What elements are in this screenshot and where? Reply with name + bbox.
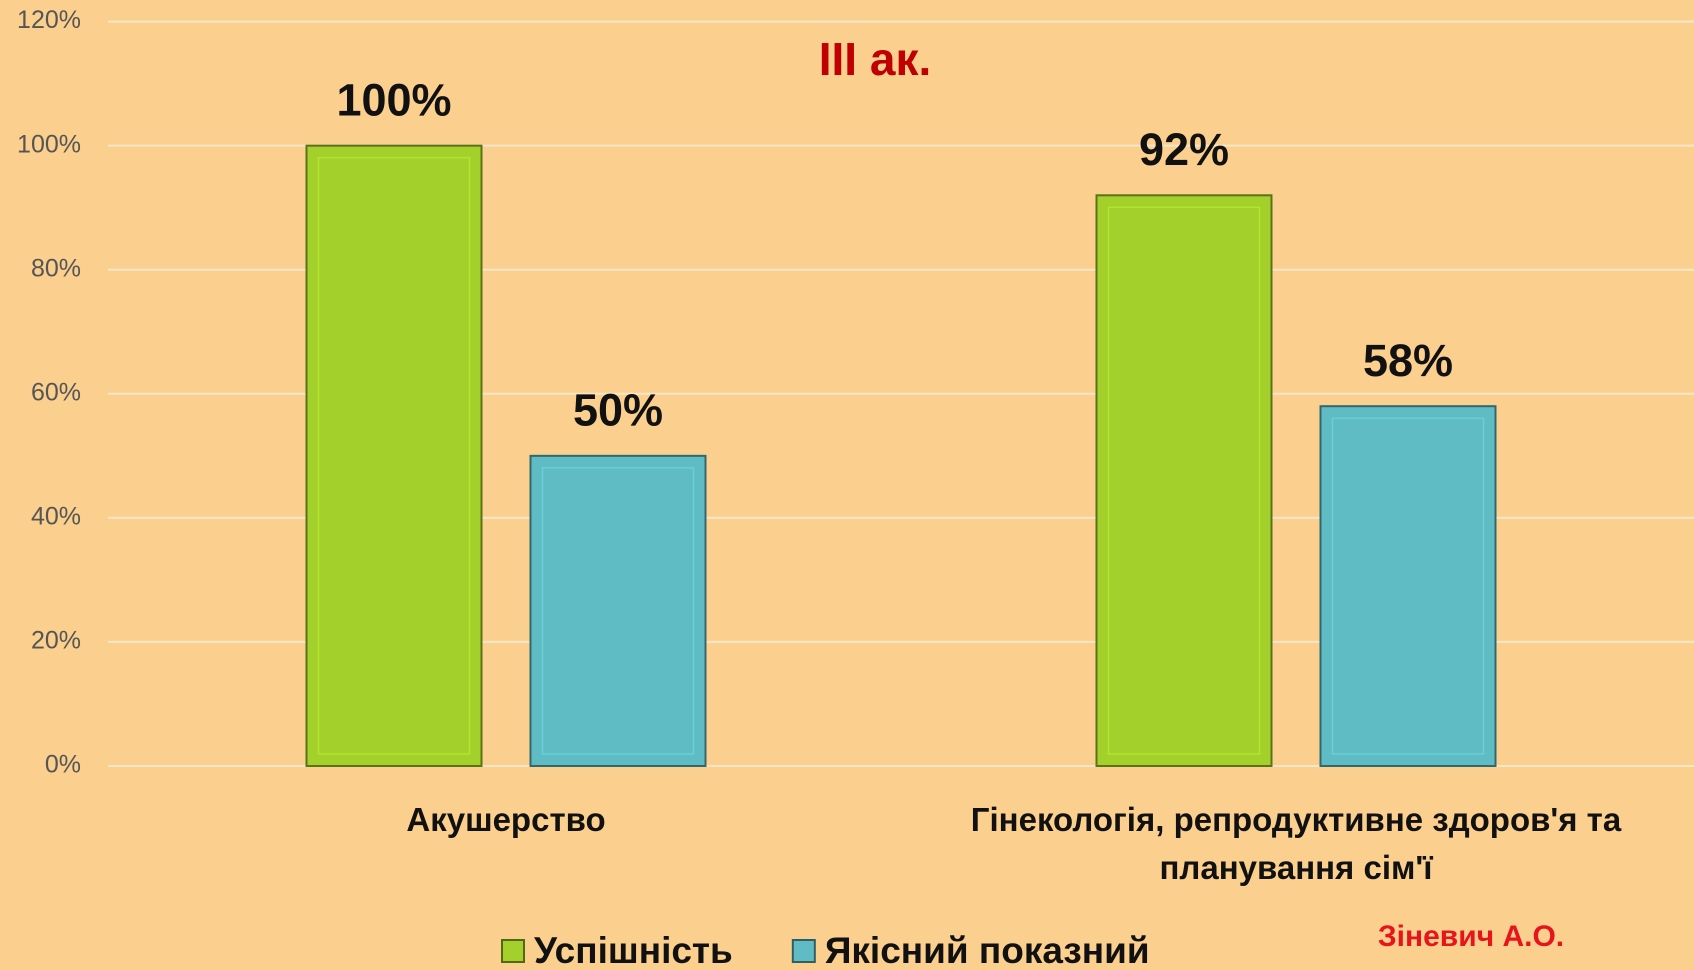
author: Зіневич А.О. [1378, 920, 1564, 953]
chart-title: III ак. [819, 33, 932, 85]
y-tick-label: 20% [31, 627, 81, 655]
y-tick-label: 80% [31, 254, 81, 282]
y-tick-label: 100% [17, 130, 81, 158]
x-tick-label-box: Акушерство [126, 796, 886, 906]
chart: III ак. Зіневич А.О. 0% 20% 40% 60% 80% 100% 1… [0, 0, 1694, 970]
bar [307, 146, 482, 766]
value-label: 58% [1363, 335, 1453, 386]
y-tick-label: 120% [17, 6, 81, 34]
legend-swatch [793, 940, 815, 962]
y-tick-label: 0% [45, 751, 81, 779]
legend-swatch [502, 940, 524, 962]
x-tick-label-box: Гінекологія, репродуктивне здоров'я та п… [916, 796, 1676, 906]
value-label: 50% [573, 385, 663, 436]
y-tick-label: 40% [31, 502, 81, 530]
bar [1097, 195, 1272, 766]
legend-label: Успішність [534, 930, 733, 970]
value-label: 92% [1139, 124, 1229, 175]
bar [531, 456, 706, 766]
y-tick-label: 60% [31, 378, 81, 406]
x-tick-label: Акушерство [126, 796, 886, 844]
x-tick-label: Гінекологія, репродуктивне здоров'я та п… [916, 796, 1676, 892]
bar [1321, 406, 1496, 766]
value-label: 100% [336, 75, 451, 126]
legend-label: Якісний показний [825, 930, 1150, 970]
